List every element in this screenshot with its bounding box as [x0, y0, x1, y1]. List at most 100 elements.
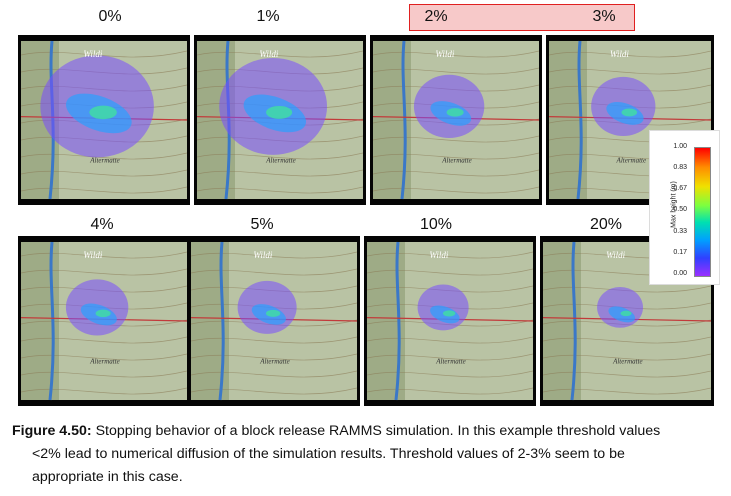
- flow-footprint-peak: [446, 108, 464, 117]
- map-panel-0: Wildi Altermatte: [18, 35, 190, 205]
- place-label-bottom: Altermatte: [259, 358, 290, 366]
- map-svg: Wildi Altermatte: [20, 40, 188, 200]
- place-label-bottom: Altermatte: [435, 358, 466, 366]
- colorbar-legend: Max height (m) 1.00 0.83 0.67 0.50 0.33 …: [649, 130, 720, 285]
- place-label-bottom: Altermatte: [612, 358, 643, 366]
- contour-line: [20, 50, 188, 58]
- map-svg: Wildi Altermatte: [20, 241, 188, 401]
- contour-line: [196, 152, 364, 160]
- place-label-top: Wildi: [606, 250, 626, 260]
- panel-label-7: 20%: [589, 216, 623, 233]
- place-label-top: Wildi: [253, 250, 273, 260]
- panel-label-5: 5%: [250, 216, 274, 233]
- map-panel-1: Wildi Altermatte: [194, 35, 366, 205]
- flow-footprint-peak: [621, 108, 638, 117]
- contour-line: [196, 50, 364, 58]
- contour-line: [190, 370, 358, 378]
- contour-line: [196, 186, 364, 194]
- contour-line: [548, 50, 712, 58]
- place-label-bottom: Altermatte: [89, 358, 120, 366]
- contour-line: [190, 353, 358, 361]
- river: [576, 40, 583, 200]
- flow-footprint-peak: [620, 310, 632, 317]
- panel-label-6: 10%: [419, 216, 453, 233]
- contour-line: [190, 268, 358, 276]
- contour-line: [190, 387, 358, 395]
- colorbar-title: Max height (m): [670, 181, 678, 228]
- contour-line: [542, 336, 712, 344]
- contour-line: [366, 251, 534, 259]
- figure-label: Figure 4.50:: [12, 423, 92, 439]
- colorbar-tick: 0.67: [673, 185, 687, 192]
- place-label-top: Wildi: [259, 49, 279, 59]
- contour-line: [372, 152, 540, 160]
- panel-label-1: 1%: [256, 8, 280, 25]
- map-svg: Wildi Altermatte: [542, 241, 712, 401]
- contour-line: [548, 67, 712, 75]
- colorbar-tick: 0.83: [673, 164, 687, 171]
- map-panel-2: Wildi Altermatte: [370, 35, 542, 205]
- contour-line: [20, 186, 188, 194]
- panel-label-3: 3%: [592, 8, 616, 25]
- contour-line: [190, 251, 358, 259]
- contour-line: [20, 370, 188, 378]
- contour-line: [20, 251, 188, 259]
- contour-line: [20, 336, 188, 344]
- flow-footprint-peak: [266, 105, 293, 119]
- place-label-top: Wildi: [83, 250, 103, 260]
- panel-label-4: 4%: [90, 216, 114, 233]
- caption-line-2: <2% lead to numerical diffusion of the s…: [32, 446, 625, 462]
- place-label-bottom: Altermatte: [441, 157, 472, 165]
- flow-footprint-peak: [442, 310, 456, 317]
- place-label-bottom: Altermatte: [265, 157, 296, 165]
- map-panel-4: Wildi Altermatte: [18, 236, 190, 406]
- map-svg: Wildi Altermatte: [196, 40, 364, 200]
- contour-line: [372, 186, 540, 194]
- colorbar-tick: 0.50: [673, 206, 687, 213]
- colorbar-tick: 0.00: [673, 270, 687, 277]
- panel-label-2: 2%: [424, 8, 448, 25]
- colorbar-tick: 0.33: [673, 228, 687, 235]
- highlight-box: [409, 4, 635, 31]
- flow-footprint-peak: [265, 309, 281, 317]
- river: [394, 241, 401, 401]
- figure-caption: Figure 4.50: Stopping behavior of a bloc…: [12, 420, 724, 489]
- contour-line: [372, 135, 540, 143]
- contour-line: [366, 336, 534, 344]
- map-svg: Wildi Altermatte: [372, 40, 540, 200]
- panel-label-0: 0%: [98, 8, 122, 25]
- contour-line: [190, 336, 358, 344]
- contour-line: [366, 370, 534, 378]
- colorbar-gradient: [694, 147, 711, 277]
- place-label-top: Wildi: [610, 49, 630, 59]
- contour-line: [196, 169, 364, 177]
- flow-footprint-peak: [89, 105, 117, 120]
- contour-line: [542, 387, 712, 395]
- colorbar-tick: 1.00: [673, 143, 687, 150]
- map-panel-6: Wildi Altermatte: [364, 236, 536, 406]
- map-svg: Wildi Altermatte: [190, 241, 358, 401]
- contour-line: [372, 67, 540, 75]
- contour-line: [20, 353, 188, 361]
- caption-line-1: Stopping behavior of a block release RAM…: [95, 423, 661, 439]
- contour-line: [372, 169, 540, 177]
- contour-line: [20, 169, 188, 177]
- place-label-top: Wildi: [429, 250, 449, 260]
- flow-footprint-peak: [95, 309, 111, 318]
- river: [48, 241, 55, 401]
- map-panel-5: Wildi Altermatte: [188, 236, 360, 406]
- contour-line: [542, 353, 712, 361]
- contour-line: [366, 353, 534, 361]
- river: [400, 40, 407, 200]
- contour-line: [20, 387, 188, 395]
- place-label-bottom: Altermatte: [616, 157, 647, 165]
- caption-line-3: appropriate in this case.: [32, 469, 183, 485]
- river: [218, 241, 225, 401]
- contour-line: [366, 387, 534, 395]
- contour-line: [366, 268, 534, 276]
- contour-line: [20, 268, 188, 276]
- place-label-top: Wildi: [83, 49, 103, 59]
- river: [570, 241, 577, 401]
- place-label-top: Wildi: [435, 49, 455, 59]
- place-label-bottom: Altermatte: [89, 157, 120, 165]
